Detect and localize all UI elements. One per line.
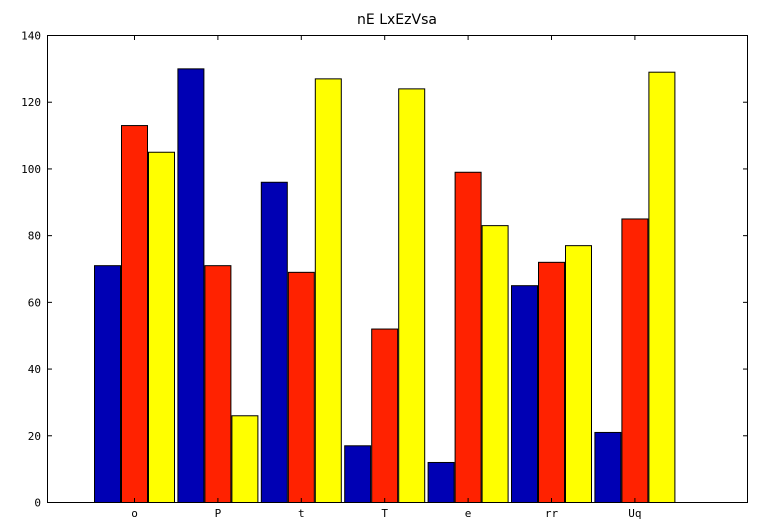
bar-t-series-2 [288,272,314,502]
y-tick-label-120: 120 [21,96,41,109]
x-tick-label-Uq: Uq [628,507,641,520]
y-tick-label-0: 0 [34,497,41,510]
y-tick-label-20: 20 [28,430,41,443]
bar-P-series-3 [232,416,258,503]
bar-t-series-1 [261,182,287,502]
x-tick-label-t: t [298,507,305,520]
bar-o-series-2 [122,126,148,503]
bar-T-series-3 [399,89,425,503]
y-tick-label-80: 80 [28,230,41,243]
bar-e-series-1 [428,462,454,502]
chart-title: nE LxEzVsa [357,12,437,28]
x-tick-label-rr: rr [545,507,559,520]
x-tick-label-T: T [381,507,388,520]
bar-o-series-3 [149,152,175,502]
x-tick-label-P: P [215,507,222,520]
bar-e-series-3 [482,226,508,503]
bar-Uq-series-3 [649,72,675,502]
x-tick-label-e: e [465,507,472,520]
bar-P-series-1 [178,69,204,503]
bar-t-series-3 [315,79,341,503]
bar-T-series-1 [345,446,371,503]
bar-Uq-series-2 [622,219,648,503]
bar-rr-series-1 [512,286,538,503]
bar-P-series-2 [205,266,231,503]
y-tick-label-100: 100 [21,163,41,176]
bar-o-series-1 [95,266,121,503]
bar-rr-series-2 [539,262,565,502]
y-tick-label-40: 40 [28,363,41,376]
x-tick-label-o: o [131,507,138,520]
y-tick-label-60: 60 [28,296,41,309]
y-tick-label-140: 140 [21,30,41,43]
bars-group [95,69,675,503]
bar-e-series-2 [455,172,481,502]
bar-Uq-series-1 [595,432,621,502]
bar-T-series-2 [372,329,398,502]
bar-rr-series-3 [566,246,592,503]
